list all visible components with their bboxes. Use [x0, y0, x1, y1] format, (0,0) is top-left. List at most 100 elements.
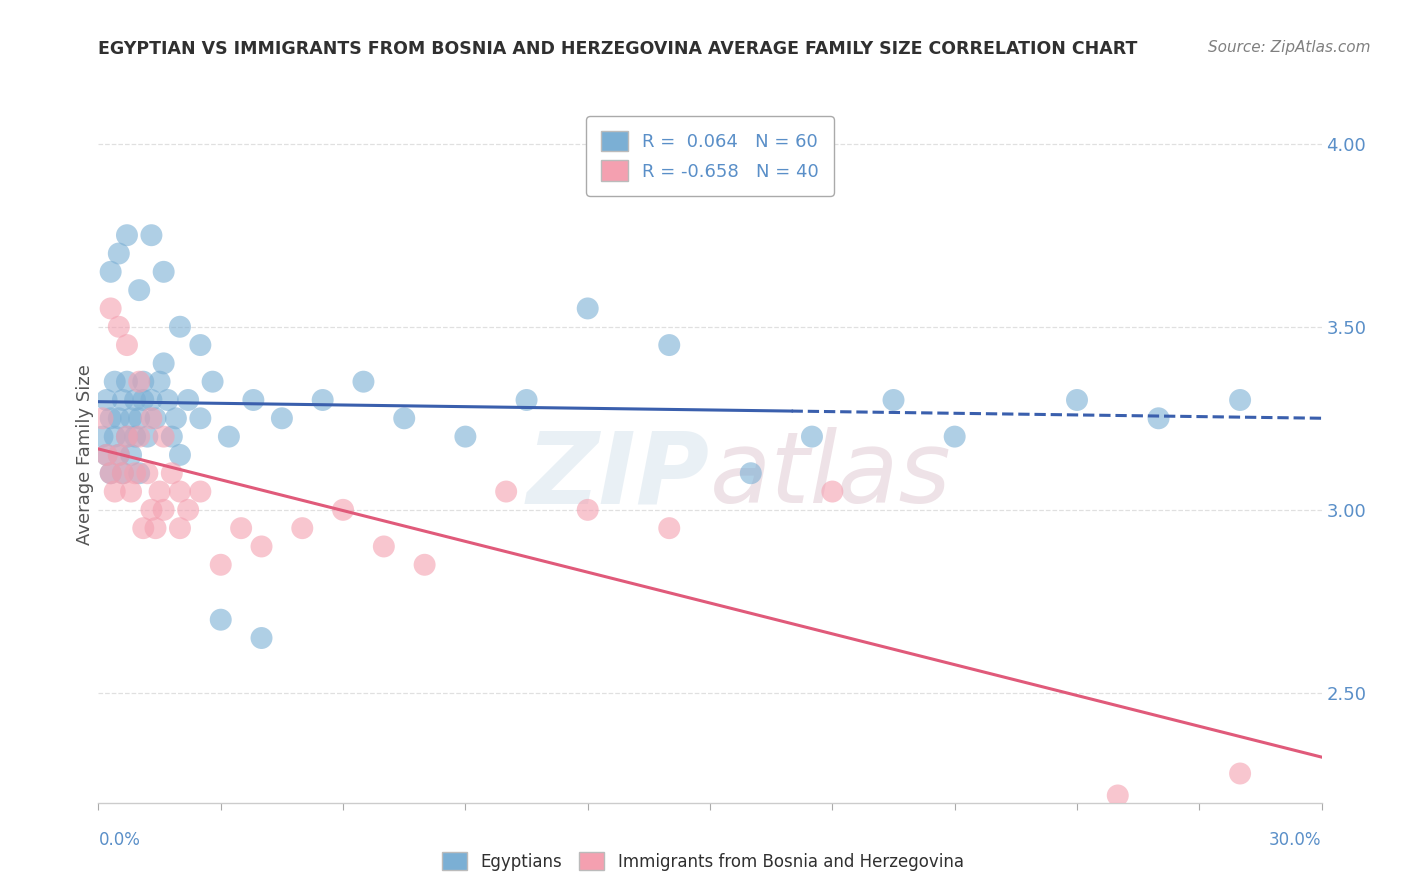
Point [740, 467, 762, 481]
Text: Source: ZipAtlas.com: Source: ZipAtlas.com [1208, 40, 1371, 55]
Point [145, 521, 167, 535]
Point [141, 392, 163, 407]
Point [152, 265, 174, 279]
Point [160, 467, 183, 481]
Point [136, 467, 159, 481]
Legend: Egyptians, Immigrants from Bosnia and Herzegovina: Egyptians, Immigrants from Bosnia and He… [434, 844, 972, 880]
Point [128, 375, 150, 389]
Point [291, 521, 314, 535]
Point [96, 392, 118, 407]
Text: atlas: atlas [710, 427, 952, 524]
Point [120, 484, 142, 499]
Point [576, 503, 599, 517]
Point [188, 411, 212, 425]
Point [658, 338, 681, 352]
Point [145, 411, 167, 425]
Point [169, 319, 191, 334]
Point [141, 228, 163, 243]
Point [132, 521, 155, 535]
Point [177, 392, 200, 407]
Point [132, 375, 155, 389]
Point [169, 448, 191, 462]
Point [104, 429, 127, 443]
Point [270, 411, 294, 425]
Point [413, 558, 436, 572]
Point [209, 613, 232, 627]
Point [152, 429, 174, 443]
Point [392, 411, 416, 425]
Point [209, 558, 232, 572]
Point [128, 467, 150, 481]
Point [332, 503, 354, 517]
Point [91, 429, 114, 443]
Point [658, 521, 681, 535]
Point [115, 338, 138, 352]
Point [352, 375, 374, 389]
Point [100, 467, 122, 481]
Point [250, 631, 273, 645]
Point [91, 411, 114, 425]
Point [141, 411, 163, 425]
Point [124, 392, 146, 407]
Point [883, 392, 905, 407]
Point [100, 467, 122, 481]
Legend: R =  0.064   N = 60, R = -0.658   N = 40: R = 0.064 N = 60, R = -0.658 N = 40 [586, 116, 834, 195]
Point [801, 429, 824, 443]
Point [1229, 766, 1251, 780]
Point [312, 392, 335, 407]
Point [495, 484, 517, 499]
Point [188, 338, 212, 352]
Point [136, 429, 159, 443]
Point [108, 448, 131, 462]
Point [188, 484, 212, 499]
Point [169, 521, 191, 535]
Point [1066, 392, 1088, 407]
Point [100, 301, 122, 316]
Point [128, 429, 150, 443]
Point [149, 375, 172, 389]
Point [156, 392, 179, 407]
Point [1147, 411, 1170, 425]
Point [104, 375, 127, 389]
Point [242, 392, 264, 407]
Point [108, 319, 131, 334]
Point [454, 429, 477, 443]
Point [124, 467, 146, 481]
Point [132, 392, 155, 407]
Point [128, 411, 150, 425]
Point [141, 503, 163, 517]
Point [115, 429, 138, 443]
Point [111, 392, 134, 407]
Point [111, 467, 134, 481]
Point [152, 356, 174, 370]
Text: 0.0%: 0.0% [98, 830, 141, 848]
Point [1229, 392, 1251, 407]
Point [373, 540, 395, 554]
Point [160, 429, 183, 443]
Point [821, 484, 844, 499]
Point [576, 301, 599, 316]
Point [108, 448, 131, 462]
Point [943, 429, 966, 443]
Point [104, 484, 127, 499]
Point [1107, 789, 1129, 803]
Point [115, 375, 138, 389]
Y-axis label: Average Family Size: Average Family Size [76, 365, 94, 545]
Point [218, 429, 240, 443]
Point [149, 484, 172, 499]
Point [177, 503, 200, 517]
Point [120, 411, 142, 425]
Point [152, 503, 174, 517]
Point [100, 265, 122, 279]
Point [231, 521, 253, 535]
Point [96, 448, 118, 462]
Point [115, 228, 138, 243]
Point [96, 448, 118, 462]
Point [100, 411, 122, 425]
Point [124, 429, 146, 443]
Point [169, 484, 191, 499]
Point [165, 411, 187, 425]
Point [201, 375, 224, 389]
Point [250, 540, 273, 554]
Point [108, 246, 131, 260]
